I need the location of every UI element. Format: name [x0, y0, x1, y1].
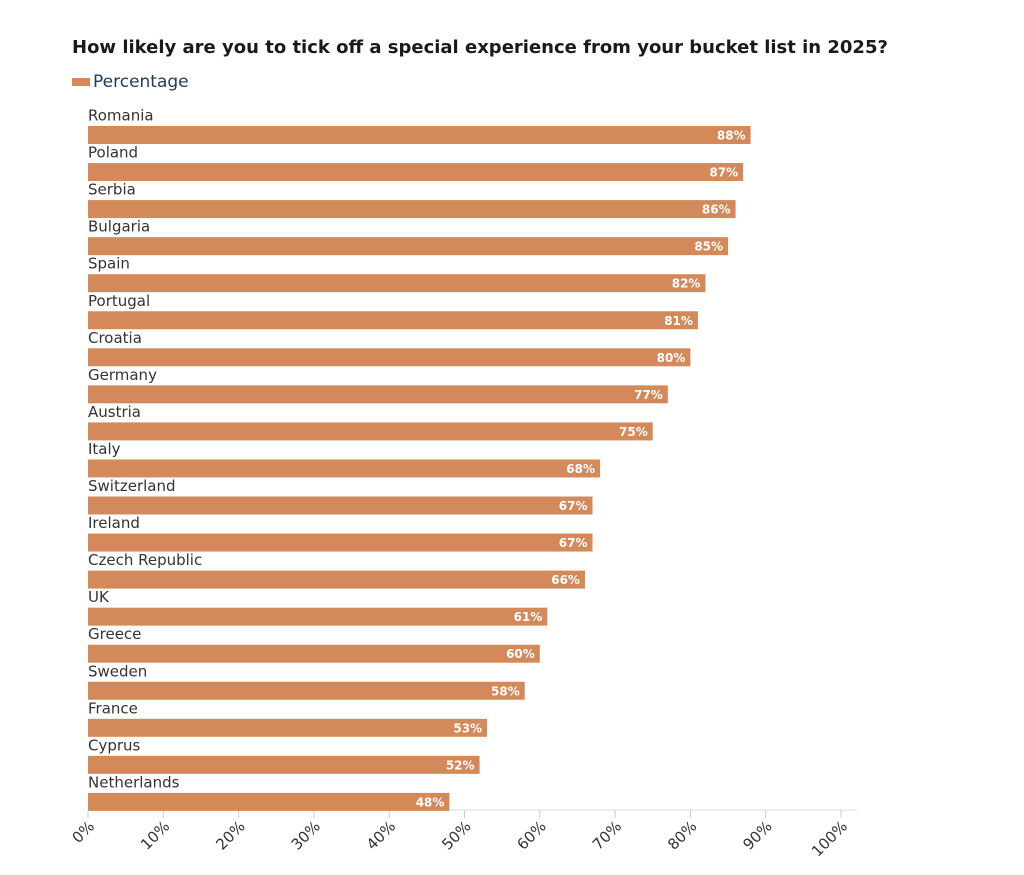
category-label: Spain [88, 255, 130, 273]
category-label: Czech Republic [88, 551, 202, 569]
value-label: 52% [446, 758, 475, 772]
value-label: 85% [694, 240, 723, 254]
value-label: 58% [491, 684, 520, 698]
category-label: Germany [88, 366, 157, 384]
x-tick-label: 20% [212, 817, 248, 853]
category-label: France [88, 699, 138, 717]
value-label: 67% [559, 499, 588, 513]
bar [88, 533, 593, 552]
bar [88, 311, 698, 330]
chart-title: How likely are you to tick off a special… [72, 37, 888, 58]
value-label: 82% [672, 277, 701, 291]
value-label: 77% [634, 388, 663, 402]
bar [88, 200, 736, 219]
value-label: 75% [619, 425, 648, 439]
category-label: Portugal [88, 292, 150, 310]
value-label: 81% [664, 314, 693, 328]
category-label: Bulgaria [88, 218, 150, 236]
bar [88, 385, 668, 404]
bar [88, 459, 601, 478]
bar [88, 163, 744, 182]
category-label: Serbia [88, 181, 136, 199]
bar [88, 422, 653, 441]
value-label: 60% [506, 647, 535, 661]
value-label: 67% [559, 536, 588, 550]
x-tick-label: 50% [438, 817, 474, 853]
x-tick-label: 0% [68, 817, 98, 847]
category-label: Cyprus [88, 736, 141, 754]
bar [88, 718, 488, 737]
bar [88, 607, 548, 626]
category-label: Romania [88, 107, 154, 125]
bar [88, 126, 751, 144]
category-label: Switzerland [88, 477, 176, 495]
value-label: 68% [566, 462, 595, 476]
value-label: 53% [453, 721, 482, 735]
bar [88, 570, 585, 589]
value-label: 61% [514, 610, 543, 624]
category-label: Greece [88, 625, 141, 643]
bar [88, 274, 706, 293]
bar [88, 348, 691, 367]
value-label: 88% [717, 129, 746, 143]
legend-label: Percentage [93, 72, 189, 92]
category-label: Austria [88, 403, 141, 421]
bar [88, 496, 593, 515]
value-label: 87% [709, 166, 738, 180]
legend-swatch [72, 78, 90, 86]
value-label: 86% [702, 203, 731, 217]
bar [88, 237, 729, 256]
x-tick-label: 100% [808, 817, 851, 860]
category-label: Sweden [88, 662, 147, 680]
category-label: Netherlands [88, 773, 180, 791]
value-label: 80% [657, 351, 686, 365]
x-tick-label: 30% [288, 817, 324, 853]
x-tick-label: 80% [664, 817, 700, 853]
x-tick-label: 60% [514, 817, 550, 853]
x-tick-label: 90% [739, 817, 775, 853]
x-tick-label: 40% [363, 817, 399, 853]
category-label: UK [88, 588, 110, 606]
value-label: 66% [551, 573, 580, 587]
category-label: Italy [88, 440, 121, 458]
value-label: 48% [416, 795, 445, 809]
bar [88, 792, 450, 811]
category-label: Ireland [88, 514, 140, 532]
bar [88, 644, 540, 663]
bar [88, 755, 480, 774]
x-tick-label: 10% [137, 817, 173, 853]
category-label: Poland [88, 144, 138, 162]
category-label: Croatia [88, 329, 142, 347]
x-tick-label: 70% [589, 817, 625, 853]
bar [88, 681, 525, 700]
